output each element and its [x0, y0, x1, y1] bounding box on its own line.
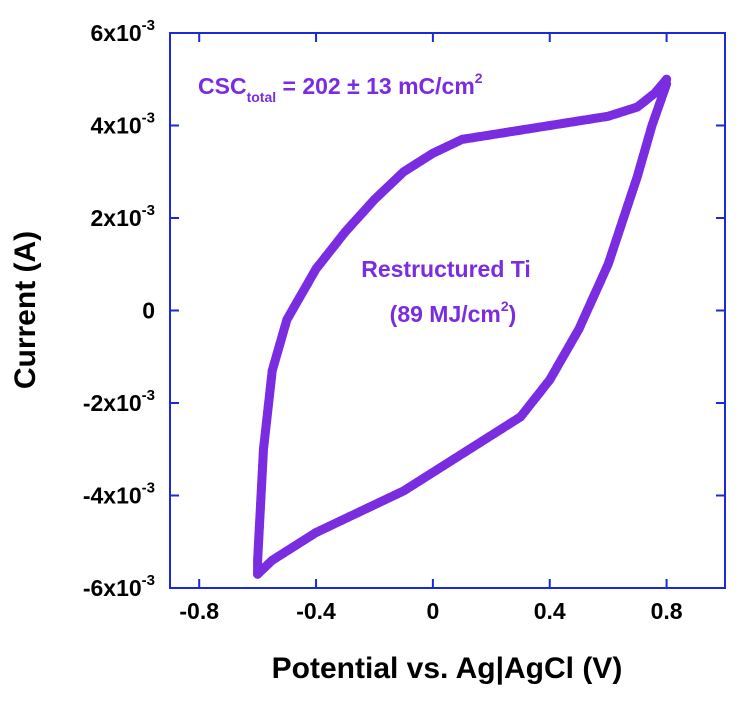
- y-tick-base: 0: [142, 298, 155, 324]
- y-tick-exponent: -3: [142, 572, 155, 589]
- csc-subscript: total: [247, 89, 277, 105]
- ticks-layer: -0.8 -0.4 0 0.4 0.86x10-34x10-32x10-30-2x10-…: [83, 17, 725, 624]
- y-tick-label: 0: [142, 298, 155, 324]
- y-tick-exponent: -3: [142, 202, 155, 219]
- y-tick-exponent: -3: [142, 387, 155, 404]
- csc-main: CSC: [198, 73, 247, 99]
- csc-annotation: CSCtotal = 202 ± 13 mC/cm2: [198, 70, 483, 105]
- x-tick-label: 0.8: [651, 598, 683, 624]
- y-tick-label: 6x10-3: [90, 17, 155, 46]
- y-tick-label: -2x10-3: [83, 387, 155, 416]
- x-tick-label: -0.8: [179, 598, 219, 624]
- y-tick-base: -6x10: [83, 575, 142, 601]
- sample-label-line2-pre: (89 MJ/cm: [390, 301, 501, 327]
- csc-superscript: 2: [475, 70, 483, 86]
- y-tick-base: -2x10: [83, 390, 142, 416]
- y-tick-base: 2x10: [90, 205, 141, 231]
- y-tick-base: -4x10: [83, 483, 142, 509]
- y-tick-label: 2x10-3: [90, 202, 155, 231]
- y-tick-base: 6x10: [90, 20, 141, 46]
- x-tick-label: 0.4: [534, 598, 566, 624]
- y-tick-exponent: -3: [142, 17, 155, 34]
- y-tick-base: 4x10: [90, 113, 141, 139]
- sample-label-line2: (89 MJ/cm2): [390, 298, 517, 327]
- sample-label-line1: Restructured Ti: [361, 256, 531, 282]
- x-axis-title: Potential vs. Ag|AgCl (V): [272, 652, 623, 685]
- sample-label-line2-post: ): [509, 301, 517, 327]
- y-axis-title: Current (A): [9, 231, 42, 389]
- y-tick-exponent: -3: [142, 480, 155, 497]
- y-tick-label: 4x10-3: [90, 110, 155, 139]
- x-tick-label: -0.4: [296, 598, 336, 624]
- data-points-layer: [253, 74, 672, 579]
- x-tick-label: 0: [426, 598, 439, 624]
- y-tick-label: -4x10-3: [83, 480, 155, 509]
- y-tick-label: -6x10-3: [83, 572, 155, 601]
- sample-label-superscript: 2: [501, 298, 509, 314]
- y-tick-exponent: -3: [142, 110, 155, 127]
- csc-value: = 202 ± 13 mC/cm: [276, 73, 475, 99]
- data-point: [253, 569, 263, 579]
